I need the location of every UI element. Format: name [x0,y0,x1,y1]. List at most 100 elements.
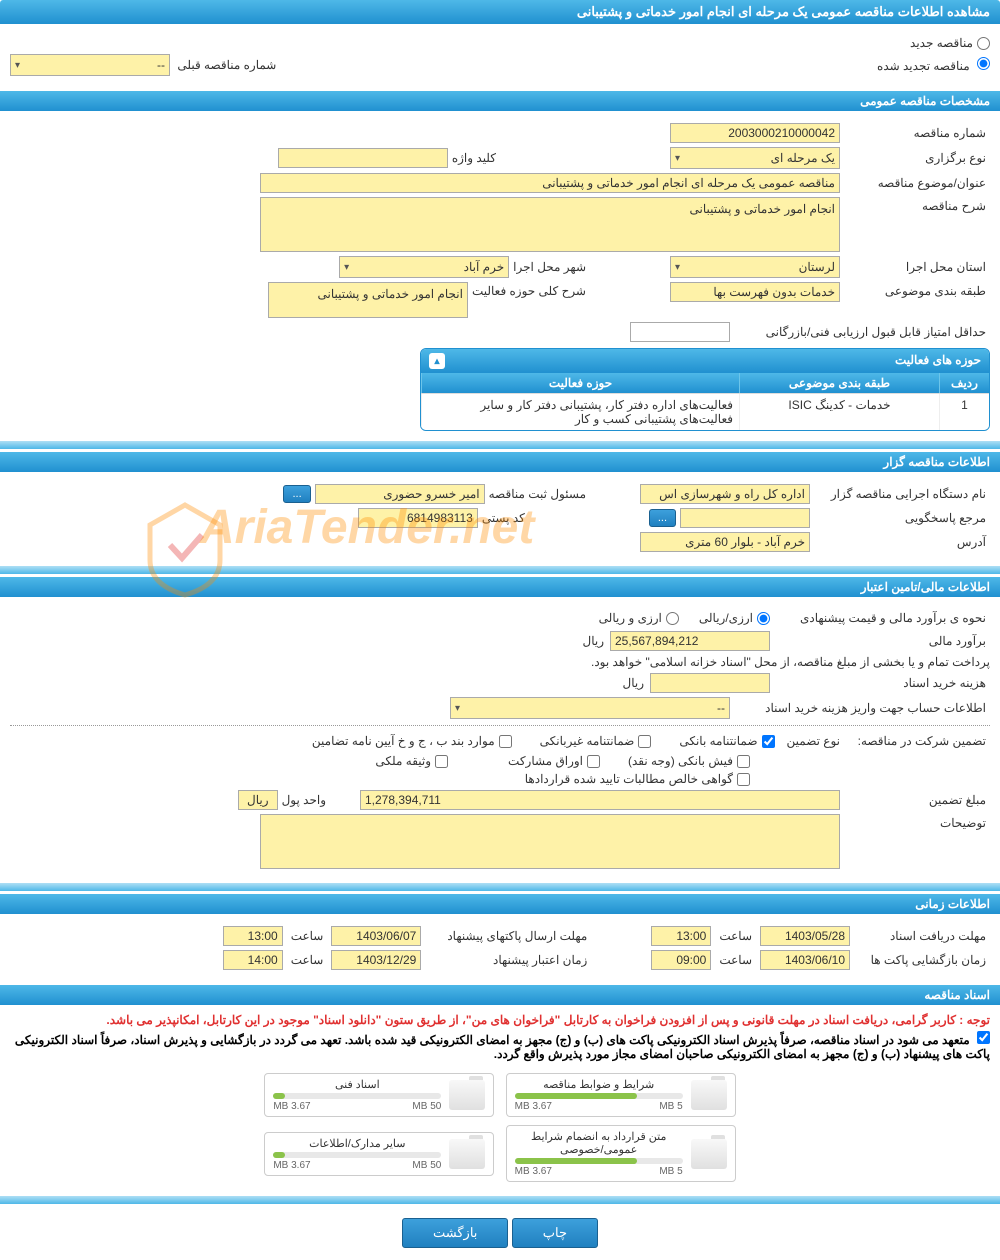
check-opt6[interactable] [435,755,448,768]
file-box-2[interactable]: متن قرارداد به انضمام شرایط عمومی/خصوصی … [506,1125,736,1182]
progress-fill [273,1093,285,1099]
general-content: شماره مناقصه 2003000210000042 نوع برگزار… [0,111,1000,439]
radio-currency2[interactable] [666,612,679,625]
prev-number-select[interactable]: -- ▾ [10,54,170,76]
type-label: نوع برگزاری [840,149,990,167]
file-used-3: 3.67 MB [273,1160,310,1171]
estimate-method-label: نحوه ی برآورد مالی و قیمت پیشنهادی [770,609,990,627]
section-general-label: مشخصات مناقصه عمومی [860,94,990,108]
check-opt5[interactable] [587,755,600,768]
registrar-input: امیر خسرو حضوری [315,484,485,504]
print-button[interactable]: چاپ [512,1218,598,1248]
more-button-responder[interactable]: ... [649,509,676,527]
file-used-2: 3.67 MB [515,1166,552,1177]
page-title: مشاهده اطلاعات مناقصه عمومی یک مرحله ای … [577,4,990,19]
collapse-icon[interactable]: ▴ [429,353,445,369]
progress-fill [515,1158,638,1164]
stripe-divider [0,1196,1000,1204]
province-label: استان محل اجرا [840,258,990,276]
city-label: شهر محل اجرا [509,258,590,276]
opt1-label: ضمانتنامه بانکی [679,734,757,748]
account-label: اطلاعات حساب جهت واریز هزینه خرید اسناد [730,699,990,717]
file-box-1[interactable]: اسناد فنی 50 MB3.67 MB [264,1073,494,1117]
send-label: مهلت ارسال پاکتهای پیشنهاد [421,927,591,945]
documents-content: توجه : کاربر گرامی، دریافت اسناد در مهلت… [0,1005,1000,1194]
check-opt3[interactable] [499,735,512,748]
postal-label: کد پستی [478,509,529,527]
more-button-registrar[interactable]: ... [283,485,310,503]
check-opt2[interactable] [638,735,651,748]
activity-scope-input: انجام امور خدماتی و پشتیبانی [268,282,468,318]
holder-content: نام دستگاه اجرایی مناقصه گزار اداره کل ر… [0,472,1000,564]
hour-label1: ساعت [719,929,752,943]
prev-number-value: -- [157,58,165,72]
section-financial: اطلاعات مالی/تامین اعتبار [0,577,1000,597]
guarantee-amount-label: مبلغ تضمین [840,791,990,809]
col-scope: حوزه فعالیت [421,373,739,393]
stripe-divider [0,883,1000,891]
province-select[interactable]: لرستان ▾ [670,256,840,278]
notes-textarea[interactable] [260,814,840,869]
registrar-label: مسئول ثبت مناقصه [485,485,590,503]
min-score-input[interactable] [630,322,730,342]
type-select[interactable]: یک مرحله ای ▾ [670,147,840,169]
receive-label: مهلت دریافت اسناد [850,927,990,945]
radio-new-label: مناقصه جدید [910,36,973,50]
opt4-label: فیش بانکی (وجه نقد) [628,754,733,768]
time-content: مهلت دریافت اسناد 1403/05/28 ساعت 13:00 … [0,914,1000,982]
subject-input: مناقصه عمومی یک مرحله ای انجام امور خدما… [260,173,840,193]
check-opt4[interactable] [737,755,750,768]
check-commitment[interactable] [977,1031,990,1044]
chevron-down-icon: ▾ [455,703,460,714]
file-total-3: 50 MB [412,1160,441,1171]
section-financial-label: اطلاعات مالی/تامین اعتبار [861,580,990,594]
city-select[interactable]: خرم آباد ▾ [339,256,509,278]
estimate-input: 25,567,894,212 [610,631,770,651]
province-value: لرستان [799,260,835,274]
open-time: 09:00 [651,950,711,970]
section-time: اطلاعات زمانی [0,894,1000,914]
progress-bar [515,1158,683,1164]
radio-renewed-tender[interactable] [977,57,990,70]
file-total-1: 50 MB [412,1101,441,1112]
opt2-label: ضمانتنامه غیربانکی [540,734,635,748]
chevron-down-icon: ▾ [15,60,20,71]
check-opt1[interactable] [762,735,775,748]
file-used-0: 3.67 MB [515,1101,552,1112]
activity-scope-label: شرح کلی حوزه فعالیت [468,282,590,300]
radio-currency1[interactable] [757,612,770,625]
receive-date: 1403/05/28 [760,926,850,946]
section-documents: اسناد مناقصه [0,985,1000,1005]
cell-category: خدمات - کدینگ ISIC [739,394,939,430]
section-holder: اطلاعات مناقصه گزار [0,452,1000,472]
responder-input[interactable] [680,508,810,528]
purchase-cost-input[interactable] [650,673,770,693]
folder-icon [449,1080,485,1110]
folder-icon [449,1139,485,1169]
send-date: 1403/06/07 [331,926,421,946]
check-opt7[interactable] [737,773,750,786]
back-button[interactable]: بازگشت [402,1218,508,1248]
unit-label: واحد پول [278,791,330,809]
desc-textarea[interactable]: انجام امور خدماتی و پشتیبانی [260,197,840,252]
file-box-3[interactable]: سایر مدارک/اطلاعات 50 MB3.67 MB [264,1132,494,1176]
file-used-1: 3.67 MB [273,1101,310,1112]
chevron-down-icon: ▾ [675,153,680,164]
currency1-label: ارزی/ریالی [699,611,753,625]
file-box-0[interactable]: شرایط و ضوابط مناقصه 5 MB3.67 MB [506,1073,736,1117]
dotted-divider [10,725,990,726]
category-label: طبقه بندی موضوعی [840,282,990,300]
org-input: اداره کل راه و شهرسازی اس [640,484,810,504]
send-time: 13:00 [223,926,283,946]
currency2-label: ارزی و ریالی [599,611,662,625]
activity-table-title: حوزه های فعالیت [895,353,981,369]
type-value: یک مرحله ای [771,151,835,165]
account-select[interactable]: -- ▾ [450,697,730,719]
radio-new-tender[interactable] [977,37,990,50]
postal-input: 6814983113 [358,508,478,528]
responder-label: مرجع پاسخگویی [810,509,990,527]
hour-label3: ساعت [719,953,752,967]
rial-label2: ریال [622,676,644,690]
keyword-input[interactable] [278,148,448,168]
folder-icon [691,1080,727,1110]
